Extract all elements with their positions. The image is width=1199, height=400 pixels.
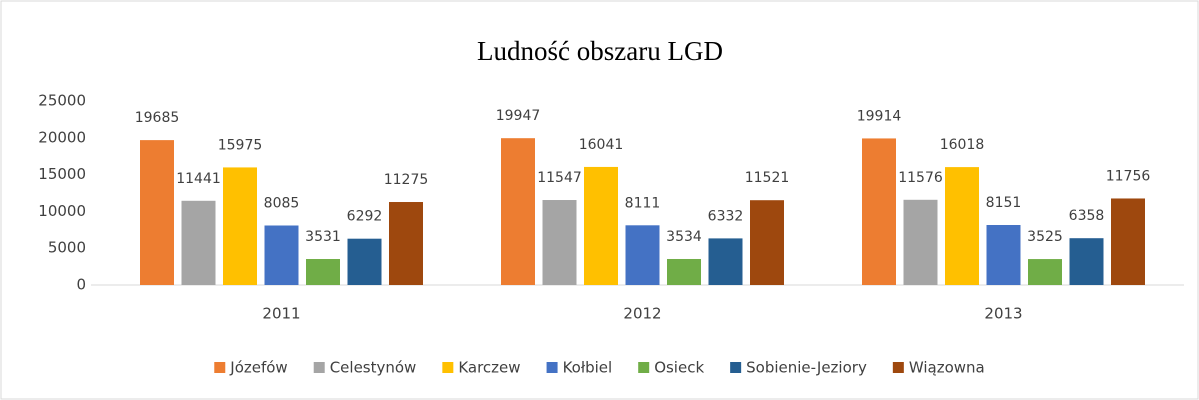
data-label: 3534 [666, 229, 702, 245]
x-tick-label: 2011 [262, 305, 300, 323]
bar [708, 238, 743, 285]
legend-label: Kołbiel [563, 359, 613, 377]
bar [542, 200, 577, 285]
data-label: 11756 [1106, 168, 1151, 184]
data-label: 16018 [940, 137, 985, 153]
data-label: 11275 [384, 172, 429, 188]
bar [306, 259, 340, 285]
bar [389, 202, 423, 285]
bar [903, 199, 938, 285]
y-tick-label: 5000 [48, 239, 86, 257]
data-label: 3531 [305, 229, 341, 245]
data-label: 11576 [898, 170, 943, 186]
data-label: 6292 [347, 209, 383, 225]
legend-label: Wiązowna [909, 359, 985, 377]
x-tick-label: 2012 [623, 305, 661, 323]
legend-label: Sobienie-Jeziory [746, 359, 867, 377]
data-label: 19914 [857, 108, 902, 124]
bar [750, 200, 784, 285]
y-tick-label: 10000 [38, 202, 86, 220]
bar [1028, 259, 1062, 285]
legend-swatch [214, 362, 226, 373]
data-label: 8111 [625, 195, 661, 211]
legend-swatch [442, 362, 454, 373]
data-label: 6358 [1069, 208, 1105, 224]
chart-title: Ludność obszaru LGD [477, 36, 723, 66]
bar [1069, 238, 1104, 285]
legend-label: Karczew [458, 359, 520, 377]
bar [667, 258, 701, 285]
data-label: 6332 [708, 208, 744, 224]
bar [862, 138, 896, 285]
y-tick-label: 15000 [38, 165, 86, 183]
legend-swatch [546, 362, 558, 373]
legend-swatch [730, 362, 742, 373]
x-tick-label: 2013 [984, 305, 1022, 323]
data-label: 16041 [579, 137, 624, 153]
bar [181, 200, 216, 285]
bar [584, 166, 618, 285]
legend-swatch [638, 362, 650, 373]
data-label: 8151 [986, 195, 1022, 211]
bar [945, 167, 979, 285]
y-tick-label: 0 [76, 276, 86, 294]
data-label: 15975 [218, 137, 263, 153]
data-label: 11521 [745, 170, 790, 186]
data-label: 8085 [264, 195, 300, 211]
data-label: 11547 [537, 170, 582, 186]
legend-label: Osieck [654, 359, 704, 377]
data-label: 3525 [1027, 229, 1063, 245]
legend-label: Celestynów [330, 359, 417, 377]
y-tick-label: 25000 [38, 92, 86, 110]
bar [347, 238, 382, 285]
data-label: 19947 [496, 108, 541, 124]
data-label: 11441 [176, 171, 221, 187]
bar [140, 140, 174, 285]
bar [986, 225, 1021, 285]
bar [223, 167, 257, 285]
legend-label: Józefów [229, 359, 287, 377]
bar [264, 225, 299, 285]
legend-swatch [313, 362, 325, 373]
bar [625, 225, 660, 285]
y-tick-label: 20000 [38, 128, 86, 146]
bar [501, 138, 535, 285]
legend-swatch [892, 362, 904, 373]
bar [1111, 198, 1145, 285]
data-label: 19685 [135, 110, 180, 126]
